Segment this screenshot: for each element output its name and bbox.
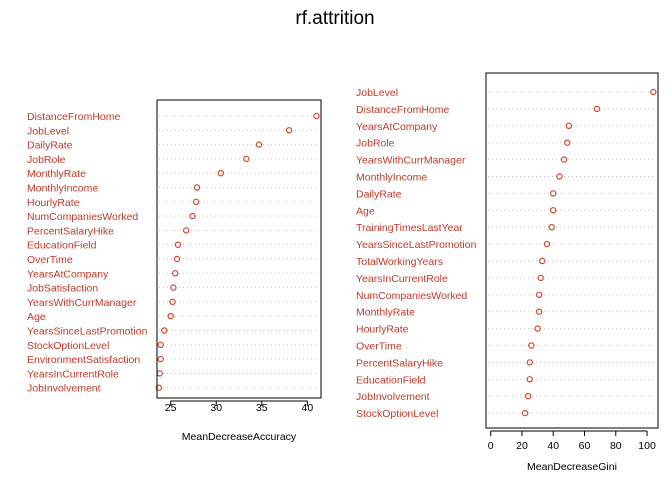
data-point [550,207,557,214]
category-label: StockOptionLevel [356,408,438,420]
category-label: NumCompaniesWorked [356,290,467,302]
data-point [182,227,190,234]
data-point [521,409,529,417]
x-tick-label: 100 [638,440,656,452]
category-label: EducationField [27,240,97,252]
category-label: DistanceFromHome [356,104,450,116]
data-point [167,313,174,320]
x-tick-label: 60 [579,440,591,452]
data-point [193,184,201,191]
category-label: MonthlyIncome [27,183,98,195]
category-label: HourlyRate [27,197,80,209]
data-point [189,212,196,220]
category-label: JobRole [356,138,395,150]
data-point [543,240,551,248]
data-point [170,284,177,291]
category-label: JobInvolvement [356,391,430,403]
category-label: YearsWithCurrManager [356,155,466,167]
data-point [534,325,541,332]
category-label: YearsSinceLastPromotion [356,239,477,251]
data-point [535,308,543,315]
data-point [550,190,557,197]
data-point [650,88,657,96]
x-axis-title: MeanDecreaseAccuracy [182,431,297,443]
category-label: StockOptionLevel [27,340,109,352]
plot-frame [485,72,659,429]
category-label: OverTime [356,341,402,353]
data-point [157,355,164,363]
category-label: JobLevel [356,87,398,99]
category-label: YearsInCurrentRole [356,273,448,285]
data-point [192,198,200,205]
category-label: YearsAtCompany [27,268,109,280]
category-label: DailyRate [27,140,73,152]
data-point [535,291,543,298]
data-point [548,223,555,231]
category-label: HourlyRate [356,324,409,336]
category-label: PercentSalaryHike [356,357,443,369]
plot-frame [156,99,322,399]
data-point [156,370,163,377]
category-label: JobRole [27,154,66,166]
data-point [526,376,533,383]
category-label: OverTime [27,254,73,266]
category-label: EnvironmentSatisfaction [27,354,140,366]
category-label: TrainingTimesLastYear [356,222,463,234]
x-tick-label: 80 [610,440,622,452]
category-label: EducationField [356,374,426,386]
x-tick-label: 40 [547,440,559,452]
category-label: YearsWithCurrManager [27,297,137,309]
data-point [161,327,168,334]
panel-mean-decrease-accuracy: DistanceFromHome JobLevel DailyRate JobRole… [27,99,322,443]
x-axis-title: MeanDecreaseGini [527,461,617,473]
x-tick-label: 25 [165,402,177,414]
x-tick-label: 30 [210,402,222,414]
category-label: Age [27,311,46,323]
category-label: TotalWorkingYears [356,256,443,268]
category-label: MonthlyIncome [356,172,427,184]
category-label: PercentSalaryHike [27,225,114,237]
category-label: JobLevel [27,125,69,137]
data-point [173,255,181,263]
data-point [560,156,568,163]
data-point [565,122,573,130]
category-label: MonthlyRate [27,168,86,180]
data-point [564,139,571,146]
data-point [174,241,182,248]
data-point [593,105,601,113]
category-label: YearsInCurrentRole [27,368,119,380]
data-point [525,393,532,400]
data-point [217,169,224,177]
x-tick-label: 20 [516,440,528,452]
data-point [556,173,563,180]
category-label: DailyRate [356,188,402,200]
data-point [169,298,176,306]
category-label: YearsAtCompany [356,121,438,133]
data-point [155,384,163,391]
category-label: JobInvolvement [27,383,101,395]
data-point [537,274,544,282]
category-label: DistanceFromHome [27,111,121,123]
chart-title: rf.attrition [295,8,374,29]
category-label: NumCompaniesWorked [27,211,138,223]
data-point [172,270,179,277]
data-point [528,342,535,349]
category-label: JobSatisfaction [27,283,98,295]
category-label: MonthlyRate [356,307,415,319]
data-point [539,257,546,265]
data-point [255,141,263,148]
x-tick-label: 35 [256,402,268,414]
category-label: YearsSinceLastPromotion [27,326,148,338]
data-point [526,359,533,366]
data-point [243,155,250,163]
x-tick-label: 0 [488,440,494,452]
data-point [157,341,164,348]
data-point [285,127,293,134]
data-point [313,112,320,120]
panel-mean-decrease-gini: JobLevel DistanceFromHome YearsAtCompany Jo… [356,72,659,473]
category-label: Age [356,205,375,217]
x-tick-label: 40 [301,402,313,414]
